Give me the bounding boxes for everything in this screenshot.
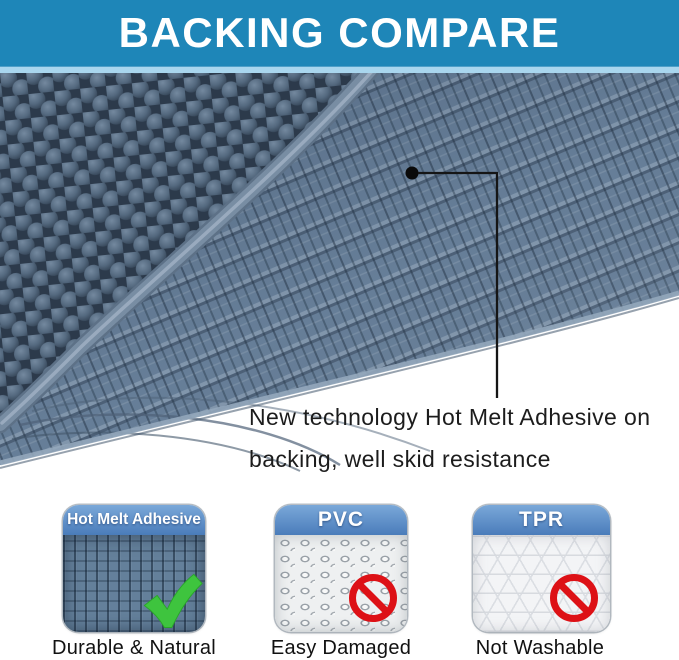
caption-tpr: Not Washable — [475, 637, 605, 659]
panel-pvc: PVC — [275, 505, 407, 632]
rug-backing — [0, 73, 679, 465]
banner: BACKING COMPARE — [0, 0, 679, 66]
rug-piping — [0, 73, 380, 434]
tpr-texture — [473, 535, 610, 632]
callout-line — [418, 171, 499, 398]
panel-hot-melt-header: Hot Melt Adhesive — [63, 505, 205, 535]
callout-text-line1: New technology Hot Melt Adhesive on — [249, 404, 651, 430]
panel-pvc-header: PVC — [275, 505, 407, 535]
check-icon — [143, 573, 203, 628]
panel-hot-melt-adhesive: Hot Melt Adhesive — [63, 505, 205, 632]
pvc-texture — [275, 535, 407, 632]
panel-tpr: TPR — [473, 505, 610, 632]
product-photo — [0, 73, 679, 493]
hot-melt-texture — [63, 535, 205, 632]
callout-dot — [405, 166, 419, 180]
no-icon — [349, 574, 397, 622]
no-icon — [550, 574, 598, 622]
callout-text-line2: backing, well skid resistance — [249, 446, 551, 472]
banner-title: BACKING COMPARE — [118, 9, 561, 56]
panel-tpr-header: TPR — [473, 505, 610, 535]
rug-bottom-edge — [0, 290, 679, 469]
caption-pvc: Easy Damaged — [270, 637, 412, 659]
caption-hot-melt: Durable & Natural — [51, 637, 217, 659]
banner-strip — [0, 66, 679, 73]
